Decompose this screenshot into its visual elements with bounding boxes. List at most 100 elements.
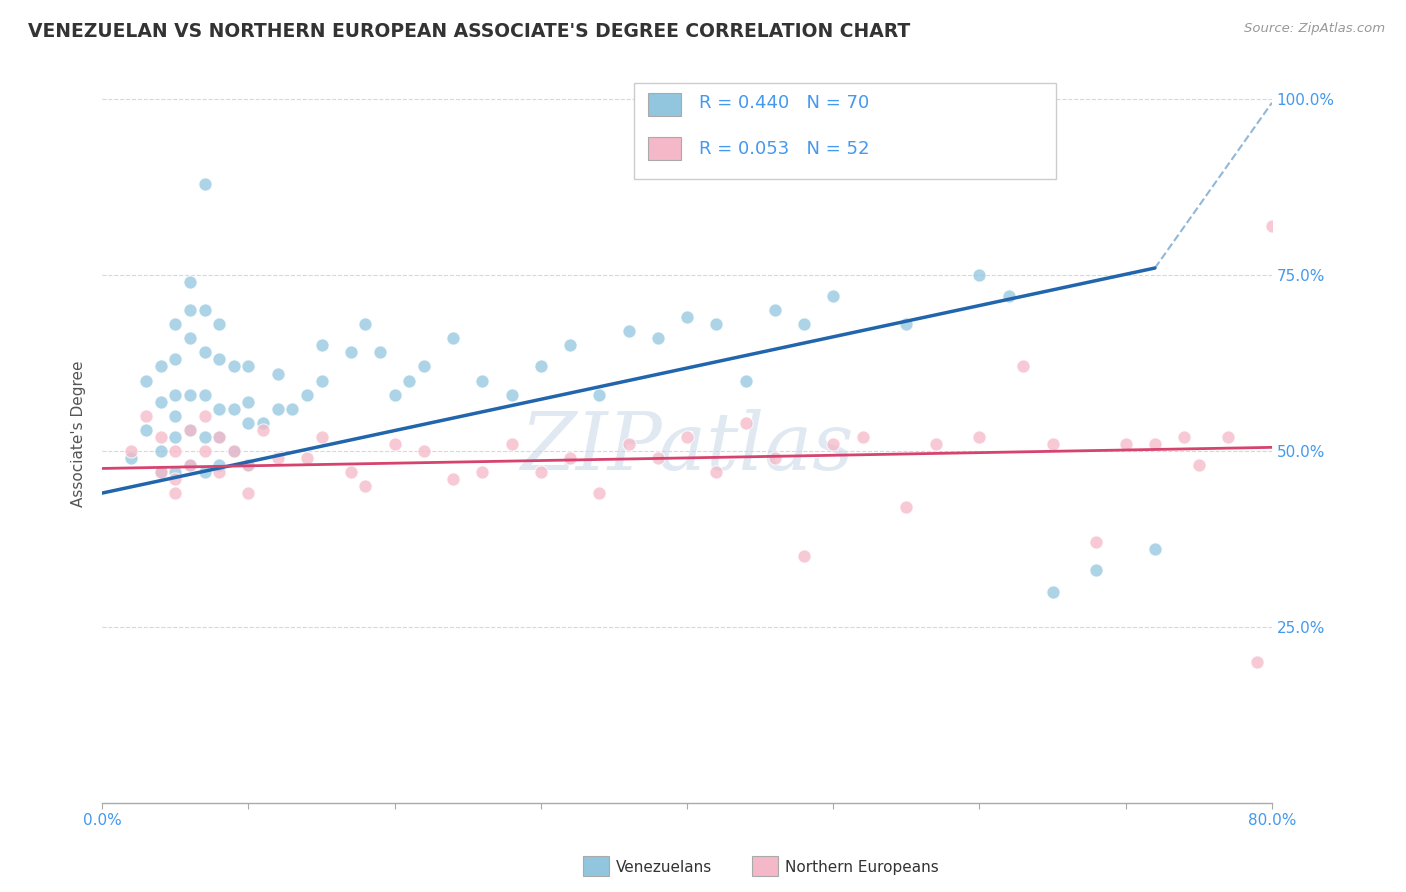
Point: [179, 423, 201, 437]
Point: [969, 268, 991, 282]
Point: [149, 430, 172, 444]
Point: [354, 479, 377, 493]
Point: [135, 409, 157, 423]
Point: [471, 465, 494, 479]
Point: [165, 352, 187, 367]
Text: Northern Europeans: Northern Europeans: [785, 860, 938, 874]
Point: [222, 443, 245, 458]
Point: [734, 374, 756, 388]
Point: [354, 318, 377, 332]
Point: [763, 450, 786, 465]
Text: ZIPatlas: ZIPatlas: [520, 409, 853, 487]
Point: [924, 437, 946, 451]
Point: [704, 318, 727, 332]
Point: [165, 486, 187, 500]
Point: [135, 374, 157, 388]
Point: [558, 338, 581, 352]
Point: [208, 352, 231, 367]
Point: [165, 430, 187, 444]
Point: [165, 465, 187, 479]
Point: [193, 465, 215, 479]
FancyBboxPatch shape: [634, 83, 1056, 178]
Point: [501, 437, 523, 451]
Point: [135, 423, 157, 437]
Point: [120, 443, 142, 458]
Point: [412, 443, 434, 458]
Point: [734, 416, 756, 430]
Point: [222, 443, 245, 458]
Point: [193, 345, 215, 359]
Point: [617, 437, 640, 451]
Point: [530, 359, 553, 374]
Point: [311, 374, 333, 388]
Point: [384, 387, 406, 401]
Point: [339, 465, 361, 479]
Point: [793, 549, 815, 564]
Point: [266, 401, 288, 416]
Point: [1012, 359, 1035, 374]
Point: [823, 437, 845, 451]
Point: [384, 437, 406, 451]
Point: [851, 430, 873, 444]
Point: [208, 465, 231, 479]
Point: [588, 387, 610, 401]
Point: [179, 275, 201, 289]
Point: [1143, 437, 1166, 451]
Point: [763, 303, 786, 318]
Point: [238, 359, 260, 374]
Point: [193, 177, 215, 191]
Point: [193, 387, 215, 401]
Point: [208, 430, 231, 444]
Point: [339, 345, 361, 359]
FancyBboxPatch shape: [648, 93, 682, 116]
Point: [311, 338, 333, 352]
Point: [1085, 564, 1108, 578]
Point: [238, 458, 260, 472]
Point: [704, 465, 727, 479]
Point: [266, 450, 288, 465]
Point: [179, 387, 201, 401]
Point: [193, 303, 215, 318]
Point: [997, 289, 1019, 303]
Point: [1188, 458, 1211, 472]
Text: Venezuelans: Venezuelans: [616, 860, 711, 874]
FancyBboxPatch shape: [648, 137, 682, 160]
Point: [238, 486, 260, 500]
Point: [193, 443, 215, 458]
Point: [208, 458, 231, 472]
Point: [1261, 219, 1284, 233]
Point: [179, 458, 201, 472]
Point: [281, 401, 304, 416]
Point: [208, 430, 231, 444]
Point: [398, 374, 420, 388]
Point: [896, 318, 918, 332]
Point: [1173, 430, 1195, 444]
Point: [179, 331, 201, 345]
Point: [793, 318, 815, 332]
Point: [238, 394, 260, 409]
Point: [1115, 437, 1137, 451]
Text: VENEZUELAN VS NORTHERN EUROPEAN ASSOCIATE'S DEGREE CORRELATION CHART: VENEZUELAN VS NORTHERN EUROPEAN ASSOCIAT…: [28, 22, 910, 41]
Point: [193, 409, 215, 423]
Point: [165, 318, 187, 332]
Point: [120, 450, 142, 465]
Point: [149, 359, 172, 374]
Point: [412, 359, 434, 374]
Point: [266, 367, 288, 381]
Point: [165, 443, 187, 458]
Point: [179, 458, 201, 472]
Point: [295, 450, 318, 465]
Point: [252, 423, 274, 437]
Point: [179, 303, 201, 318]
Text: R = 0.053   N = 52: R = 0.053 N = 52: [699, 140, 869, 158]
Point: [222, 359, 245, 374]
Point: [676, 310, 699, 325]
Point: [588, 486, 610, 500]
Point: [238, 458, 260, 472]
Point: [647, 331, 669, 345]
Point: [179, 423, 201, 437]
Point: [165, 472, 187, 486]
Point: [165, 387, 187, 401]
Point: [1216, 430, 1239, 444]
Point: [530, 465, 553, 479]
